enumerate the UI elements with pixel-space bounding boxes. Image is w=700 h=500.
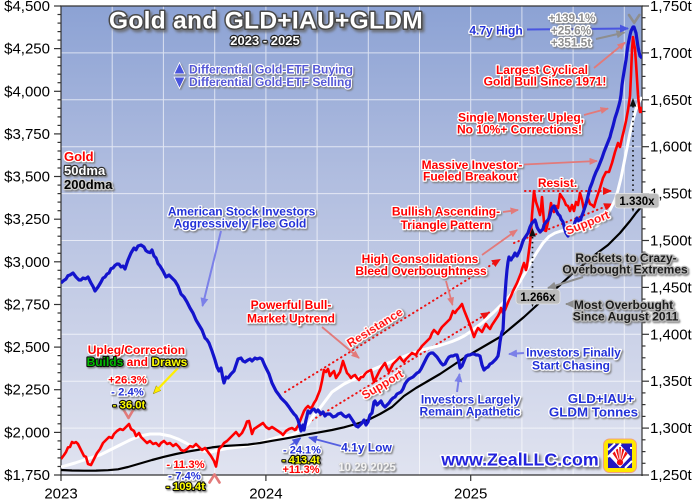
svg-text:1,650t: 1,650t xyxy=(650,92,693,109)
svg-text:200dma: 200dma xyxy=(64,177,113,192)
svg-text:High Consolidations: High Consolidations xyxy=(362,252,479,266)
svg-text:Investors Largely: Investors Largely xyxy=(421,393,521,407)
svg-text:Bullish Ascending-: Bullish Ascending- xyxy=(392,205,500,219)
svg-text:$3,500: $3,500 xyxy=(4,169,50,186)
svg-text:1,250t: 1,250t xyxy=(650,467,693,484)
svg-text:+139.1%: +139.1% xyxy=(549,11,596,25)
svg-text:+351.5t: +351.5t xyxy=(551,36,591,50)
svg-text:- 24.1%: - 24.1% xyxy=(283,445,321,457)
svg-text:Differential Gold-ETF Selling: Differential Gold-ETF Selling xyxy=(189,75,352,89)
svg-text:1,300t: 1,300t xyxy=(650,420,693,437)
svg-text:Fueled Breakout: Fueled Breakout xyxy=(423,170,517,184)
svg-text:$1,750: $1,750 xyxy=(4,467,50,484)
svg-text:GLD+IAU+: GLD+IAU+ xyxy=(568,391,635,406)
svg-text:$3,000: $3,000 xyxy=(4,254,50,271)
svg-text:2025: 2025 xyxy=(454,486,487,500)
svg-text:$3,750: $3,750 xyxy=(4,126,50,143)
svg-text:10.29.2025: 10.29.2025 xyxy=(338,462,396,474)
svg-text:1,350t: 1,350t xyxy=(650,373,693,390)
svg-text:$4,250: $4,250 xyxy=(4,41,50,58)
svg-text:1,400t: 1,400t xyxy=(650,326,693,343)
svg-text:Gold and GLD+IAU+GLDM: Gold and GLD+IAU+GLDM xyxy=(109,8,423,35)
svg-text:GLDM Tonnes: GLDM Tonnes xyxy=(549,405,638,420)
svg-text:Upleg/Correction: Upleg/Correction xyxy=(88,343,185,357)
svg-text:$2,000: $2,000 xyxy=(4,424,50,441)
svg-text:www.ZealLLC.com: www.ZealLLC.com xyxy=(440,450,598,470)
svg-text:Builds and Draws: Builds and Draws xyxy=(87,355,188,369)
svg-text:- 413.4t: - 413.4t xyxy=(282,455,320,467)
svg-text:$4,500: $4,500 xyxy=(4,0,50,15)
svg-text:+25.6%: +25.6% xyxy=(551,24,592,38)
svg-text:1.330x: 1.330x xyxy=(619,196,655,208)
svg-text:Largest Cyclical: Largest Cyclical xyxy=(496,63,588,77)
svg-text:1,500t: 1,500t xyxy=(650,233,693,250)
svg-text:50dma: 50dma xyxy=(64,163,106,178)
svg-text:4.7y High: 4.7y High xyxy=(469,24,522,38)
svg-text:Triangle Pattern: Triangle Pattern xyxy=(401,218,492,232)
svg-text:Aggressively Flee Gold: Aggressively Flee Gold xyxy=(174,217,307,231)
svg-text:$3,250: $3,250 xyxy=(4,211,50,228)
svg-text:$4,000: $4,000 xyxy=(4,83,50,100)
svg-text:Start Chasing: Start Chasing xyxy=(532,359,610,373)
svg-text:Massive Investor-: Massive Investor- xyxy=(422,158,523,172)
svg-text:$2,250: $2,250 xyxy=(4,382,50,399)
svg-text:Remain Apathetic: Remain Apathetic xyxy=(420,405,521,419)
svg-text:1,750t: 1,750t xyxy=(650,0,693,15)
svg-text:No 10%+ Corrections!: No 10%+ Corrections! xyxy=(457,123,582,137)
svg-text:+26.3%: +26.3% xyxy=(108,375,147,387)
svg-text:- 36.0t: - 36.0t xyxy=(113,400,146,412)
svg-text:Powerful Bull-: Powerful Bull- xyxy=(251,298,332,312)
svg-text:- 2.4%: - 2.4% xyxy=(111,387,144,399)
svg-text:- 109.4t: - 109.4t xyxy=(166,481,205,493)
svg-text:2023 - 2025: 2023 - 2025 xyxy=(230,33,299,48)
svg-text:Overbought Extremes: Overbought Extremes xyxy=(562,263,688,277)
svg-text:American Stock Investors: American Stock Investors xyxy=(168,205,316,219)
svg-text:1.266x: 1.266x xyxy=(520,292,556,304)
svg-text:Resist.: Resist. xyxy=(538,176,577,190)
svg-text:- 7.4%: - 7.4% xyxy=(168,471,201,483)
svg-text:1,550t: 1,550t xyxy=(650,186,693,203)
svg-text:2023: 2023 xyxy=(44,486,77,500)
svg-text:2024: 2024 xyxy=(249,486,282,500)
svg-text:Most Overbought: Most Overbought xyxy=(574,298,673,312)
svg-text:Single Monster Upleg,: Single Monster Upleg, xyxy=(458,111,584,125)
svg-text:Gold: Gold xyxy=(64,149,94,164)
svg-text:Rockets to Crazy-: Rockets to Crazy- xyxy=(575,251,676,265)
svg-text:Market Uptrend: Market Uptrend xyxy=(247,312,335,326)
svg-text:- 11.3%: - 11.3% xyxy=(166,459,204,471)
svg-text:+11.3%: +11.3% xyxy=(282,464,319,476)
svg-text:Differential Gold-ETF Buying: Differential Gold-ETF Buying xyxy=(189,63,353,77)
svg-text:1,700t: 1,700t xyxy=(650,45,693,62)
svg-text:1,600t: 1,600t xyxy=(650,139,693,156)
svg-text:Investors Finally: Investors Finally xyxy=(526,346,621,360)
svg-text:Gold Bull Since 1971!: Gold Bull Since 1971! xyxy=(484,75,607,89)
svg-text:$2,500: $2,500 xyxy=(4,339,50,356)
svg-text:$2,750: $2,750 xyxy=(4,297,50,314)
svg-text:Since August 2011: Since August 2011 xyxy=(573,310,679,324)
svg-text:Bleed Overboughtness: Bleed Overboughtness xyxy=(355,264,487,278)
svg-text:1,450t: 1,450t xyxy=(650,279,693,296)
svg-text:4.1y Low: 4.1y Low xyxy=(341,441,392,455)
